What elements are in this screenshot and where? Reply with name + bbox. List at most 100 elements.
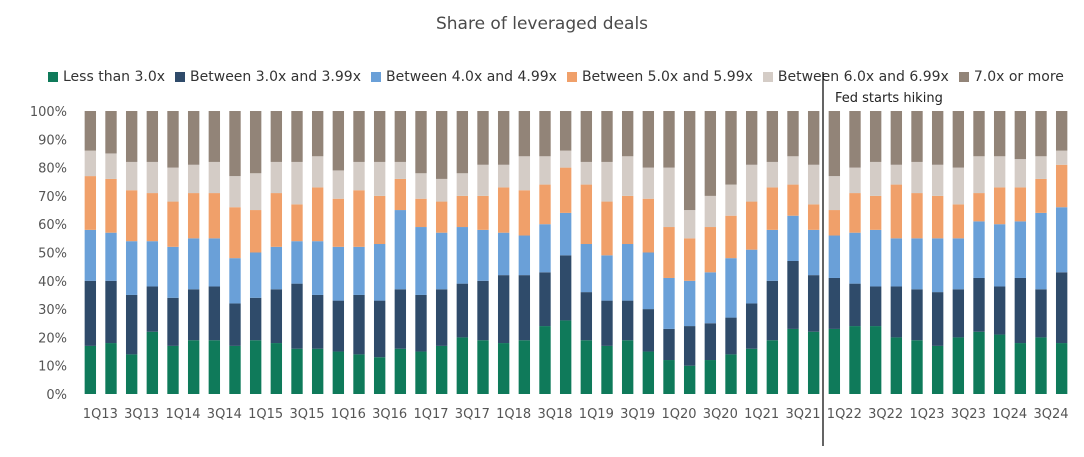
- bar-segment-2Q20-s5: [683, 111, 696, 211]
- bar-segment-3Q19-s1: [621, 300, 634, 341]
- bar-segment-4Q13-s1: [146, 286, 159, 332]
- bar-segment-4Q17-s2: [477, 229, 489, 281]
- bar-segment-1Q16-s4: [332, 170, 345, 199]
- chart-title: Share of leveraged deals: [435, 14, 649, 34]
- bar-segment-2Q17-s4: [435, 178, 448, 202]
- bar-segment-4Q16-s2: [394, 210, 407, 290]
- legend-label: Between 6.0x and 6.99x: [777, 69, 949, 85]
- bar-segment-3Q19-s0: [621, 340, 634, 394]
- bar-segment-1Q23-s1: [911, 289, 923, 341]
- bar-segment-2Q16-s2: [353, 246, 365, 295]
- x-tick-label: 1Q24: [992, 407, 1027, 422]
- bar-segment-4Q23-s3: [973, 193, 985, 222]
- bar-segment-4Q14-s3: [229, 207, 241, 259]
- bar-segment-3Q15-s0: [291, 348, 303, 394]
- x-tick-label: 3Q16: [372, 407, 407, 422]
- bar-segment-1Q18-s2: [497, 232, 510, 276]
- bar-segment-2Q19-s4: [601, 161, 613, 202]
- bar-segment-2Q24-s5: [1014, 111, 1027, 160]
- bar-segment-3Q23-s0: [952, 337, 965, 394]
- legend-item: Between 6.0x and 6.99x: [762, 68, 949, 86]
- y-tick-label: 90%: [38, 133, 67, 148]
- bar-segment-3Q13-s0: [125, 354, 138, 394]
- legend-swatch: [762, 72, 773, 82]
- bar-segment-4Q22-s0: [890, 337, 903, 394]
- bar-segment-3Q23-s5: [952, 111, 965, 168]
- y-tick-label: 100%: [30, 105, 67, 120]
- bar-segment-2Q23-s0: [931, 345, 944, 394]
- bar-segment-2Q21-s1: [766, 280, 779, 341]
- bar-segment-1Q15-s2: [249, 252, 262, 298]
- bar-segment-1Q17-s3: [415, 198, 427, 228]
- x-tick-label: 1Q19: [579, 407, 614, 422]
- bar-segment-4Q24-s3: [1055, 164, 1068, 208]
- bar-segment-1Q13-s5: [84, 111, 97, 151]
- bar-segment-4Q15-s2: [311, 241, 324, 295]
- bar-segment-2Q21-s2: [766, 229, 779, 281]
- bar-segment-3Q20-s0: [704, 360, 717, 394]
- bar-segment-1Q21-s4: [745, 164, 758, 202]
- bar-segment-1Q14-s3: [167, 201, 179, 247]
- bar-segment-1Q17-s4: [415, 173, 427, 199]
- bar-segment-4Q19-s5: [642, 111, 655, 168]
- bar-segment-3Q13-s4: [125, 161, 138, 191]
- bar-segment-2Q18-s5: [518, 111, 531, 157]
- bar-segment-2Q18-s4: [518, 156, 531, 191]
- bar-segment-3Q18-s3: [539, 184, 551, 225]
- bar-segment-1Q13-s4: [84, 150, 97, 177]
- bar-segment-1Q19-s4: [580, 161, 593, 185]
- bar-segment-4Q18-s5: [559, 111, 572, 151]
- bar-segment-1Q17-s0: [415, 351, 427, 394]
- bar-segment-3Q20-s4: [704, 195, 717, 228]
- bar-segment-2Q13-s4: [105, 153, 117, 179]
- bar-segment-2Q16-s5: [353, 111, 365, 162]
- bar-segment-4Q14-s4: [229, 176, 241, 208]
- x-tick-label: 1Q21: [744, 407, 779, 422]
- bar-segment-3Q22-s1: [869, 286, 882, 327]
- bar-segment-4Q18-s4: [559, 150, 572, 168]
- bar-segment-2Q19-s3: [601, 201, 613, 256]
- bar-segment-4Q21-s1: [807, 275, 820, 332]
- bar-segment-3Q16-s4: [373, 161, 386, 196]
- bar-segment-3Q17-s0: [456, 337, 469, 394]
- bar-segment-4Q23-s5: [973, 111, 985, 157]
- bar-segment-2Q13-s3: [105, 178, 117, 233]
- y-tick-label: 0%: [46, 388, 67, 403]
- bar-segment-3Q17-s5: [456, 111, 469, 174]
- x-tick-label: 1Q18: [496, 407, 531, 422]
- bar-segment-2Q14-s0: [187, 340, 200, 394]
- bar-segment-3Q17-s3: [456, 195, 469, 228]
- bar-segment-1Q22-s1: [828, 277, 841, 329]
- bar-segment-4Q22-s3: [890, 184, 903, 239]
- bar-segment-2Q19-s5: [601, 111, 613, 162]
- bar-segment-1Q21-s1: [745, 303, 758, 349]
- bar-segment-4Q24-s0: [1055, 343, 1068, 394]
- bar-segment-3Q14-s1: [208, 286, 221, 341]
- bar-segment-3Q18-s1: [539, 272, 551, 327]
- bar-segment-1Q20-s1: [663, 328, 675, 361]
- bar-segment-2Q22-s5: [849, 111, 861, 168]
- bar-segment-2Q21-s5: [766, 111, 779, 162]
- bar-segment-2Q22-s1: [849, 283, 861, 327]
- bar-segment-3Q24-s3: [1035, 178, 1047, 213]
- bar-segment-2Q20-s0: [683, 365, 696, 394]
- x-tick-label: 1Q13: [83, 407, 118, 422]
- bar-segment-1Q16-s5: [332, 111, 345, 171]
- bar-segment-4Q20-s4: [725, 184, 737, 216]
- bar-segment-3Q18-s5: [539, 111, 551, 157]
- bar-segment-2Q16-s3: [353, 190, 365, 247]
- bar-segment-4Q19-s4: [642, 167, 655, 199]
- bar-segment-1Q16-s0: [332, 351, 345, 394]
- x-tick-label: 3Q24: [1033, 407, 1068, 422]
- bar-segment-4Q23-s1: [973, 277, 985, 332]
- bar-segment-3Q19-s2: [621, 244, 634, 301]
- bar-segment-4Q24-s4: [1055, 150, 1068, 165]
- bar-segment-1Q17-s5: [415, 111, 427, 174]
- bar-segment-2Q22-s0: [849, 326, 861, 394]
- bar-segment-1Q23-s2: [911, 238, 923, 290]
- legend-item: Between 4.0x and 4.99x: [370, 68, 557, 86]
- y-tick-label: 40%: [38, 275, 67, 290]
- bar-segment-1Q16-s3: [332, 198, 345, 247]
- bar-segment-2Q17-s5: [435, 111, 448, 179]
- bar-segment-1Q14-s1: [167, 297, 179, 346]
